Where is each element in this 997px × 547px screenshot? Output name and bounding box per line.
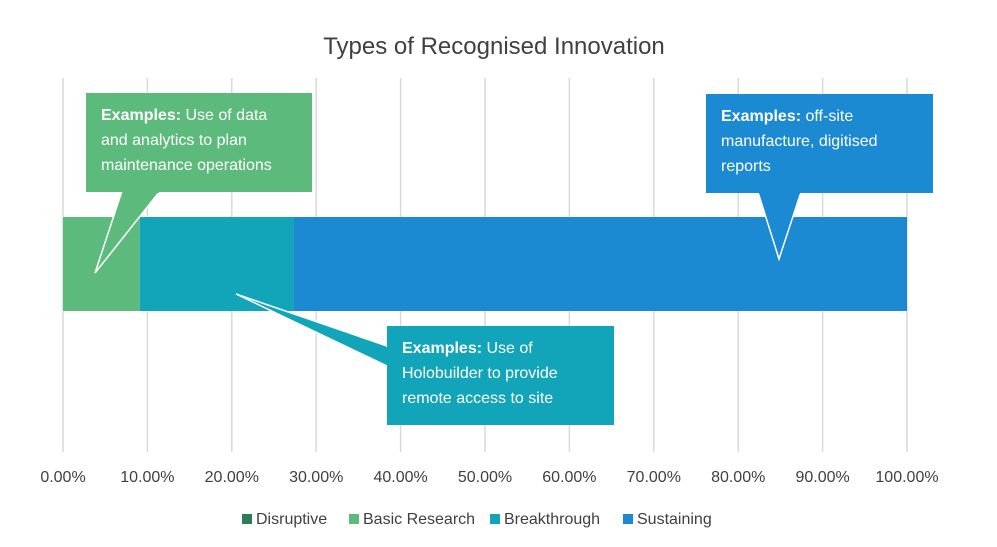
callout-label: Examples:: [101, 107, 181, 124]
callout-line: and analytics to plan: [101, 132, 247, 149]
x-tick-label: 60.00%: [542, 469, 596, 486]
callout-line: Holobuilder to provide: [402, 365, 558, 382]
callout-line: remote access to site: [402, 390, 553, 407]
legend-label: Disruptive: [256, 511, 327, 528]
legend-swatch: [242, 514, 252, 524]
legend-swatch: [349, 514, 359, 524]
callouts: Examples: Use of data and analytics to pl…: [86, 93, 933, 425]
callout-line: maintenance operations: [101, 157, 272, 174]
callout-line-text: Use of: [482, 340, 533, 357]
chart-title: Types of Recognised Innovation: [323, 33, 665, 60]
legend: Disruptive Basic Research Breakthrough Sust…: [242, 511, 712, 528]
callout-box: [706, 94, 933, 193]
legend-label: Breakthrough: [504, 511, 600, 528]
x-tick-label: 0.00%: [40, 469, 85, 486]
legend-label: Sustaining: [637, 511, 712, 528]
x-tick-label: 20.00%: [205, 469, 259, 486]
callout-box: [86, 93, 312, 192]
callout-seam: [123, 190, 159, 193]
x-tick-label: 10.00%: [120, 469, 174, 486]
legend-item-sustaining: Sustaining: [623, 511, 712, 528]
callout-line: manufacture, digitised: [721, 133, 878, 150]
legend-item-basic-research: Basic Research: [349, 511, 475, 528]
callout-seam: [386, 347, 389, 365]
bar-sustaining: [293, 217, 907, 311]
callout-basic-research: Examples: Use of data and analytics to pl…: [86, 93, 312, 274]
legend-item-disruptive: Disruptive: [242, 511, 327, 528]
callout-breakthrough: Examples: Use of Holobuilder to provide re…: [235, 293, 614, 425]
callout-seam: [759, 191, 800, 194]
x-tick-label: 40.00%: [373, 469, 427, 486]
legend-swatch: [623, 514, 633, 524]
callout-line: reports: [721, 158, 771, 175]
callout-line: Examples: off-site: [721, 108, 853, 125]
callout-line: Examples: Use of: [402, 340, 533, 357]
legend-item-breakthrough: Breakthrough: [490, 511, 600, 528]
x-tick-label: 50.00%: [458, 469, 512, 486]
legend-label: Basic Research: [363, 511, 475, 528]
x-tick-label: 90.00%: [795, 469, 849, 486]
x-tick-label: 70.00%: [627, 469, 681, 486]
callout-sustaining: Examples: off-site manufacture, digitised…: [706, 94, 933, 262]
callout-line-text: Use of data: [181, 107, 267, 124]
callout-label: Examples:: [721, 108, 801, 125]
callout-label: Examples:: [402, 340, 482, 357]
bar-breakthrough: [139, 217, 294, 311]
callout-line-text: off-site: [801, 108, 853, 125]
callout-line: Examples: Use of data: [101, 107, 267, 124]
callout-box: [387, 326, 614, 425]
x-tick-label: 30.00%: [289, 469, 343, 486]
legend-swatch: [490, 514, 500, 524]
x-tick-label: 100.00%: [875, 469, 938, 486]
x-tick-label: 80.00%: [711, 469, 765, 486]
x-axis-tick-labels: 0.00% 10.00% 20.00% 30.00% 40.00% 50.00% 60.00…: [40, 469, 938, 486]
